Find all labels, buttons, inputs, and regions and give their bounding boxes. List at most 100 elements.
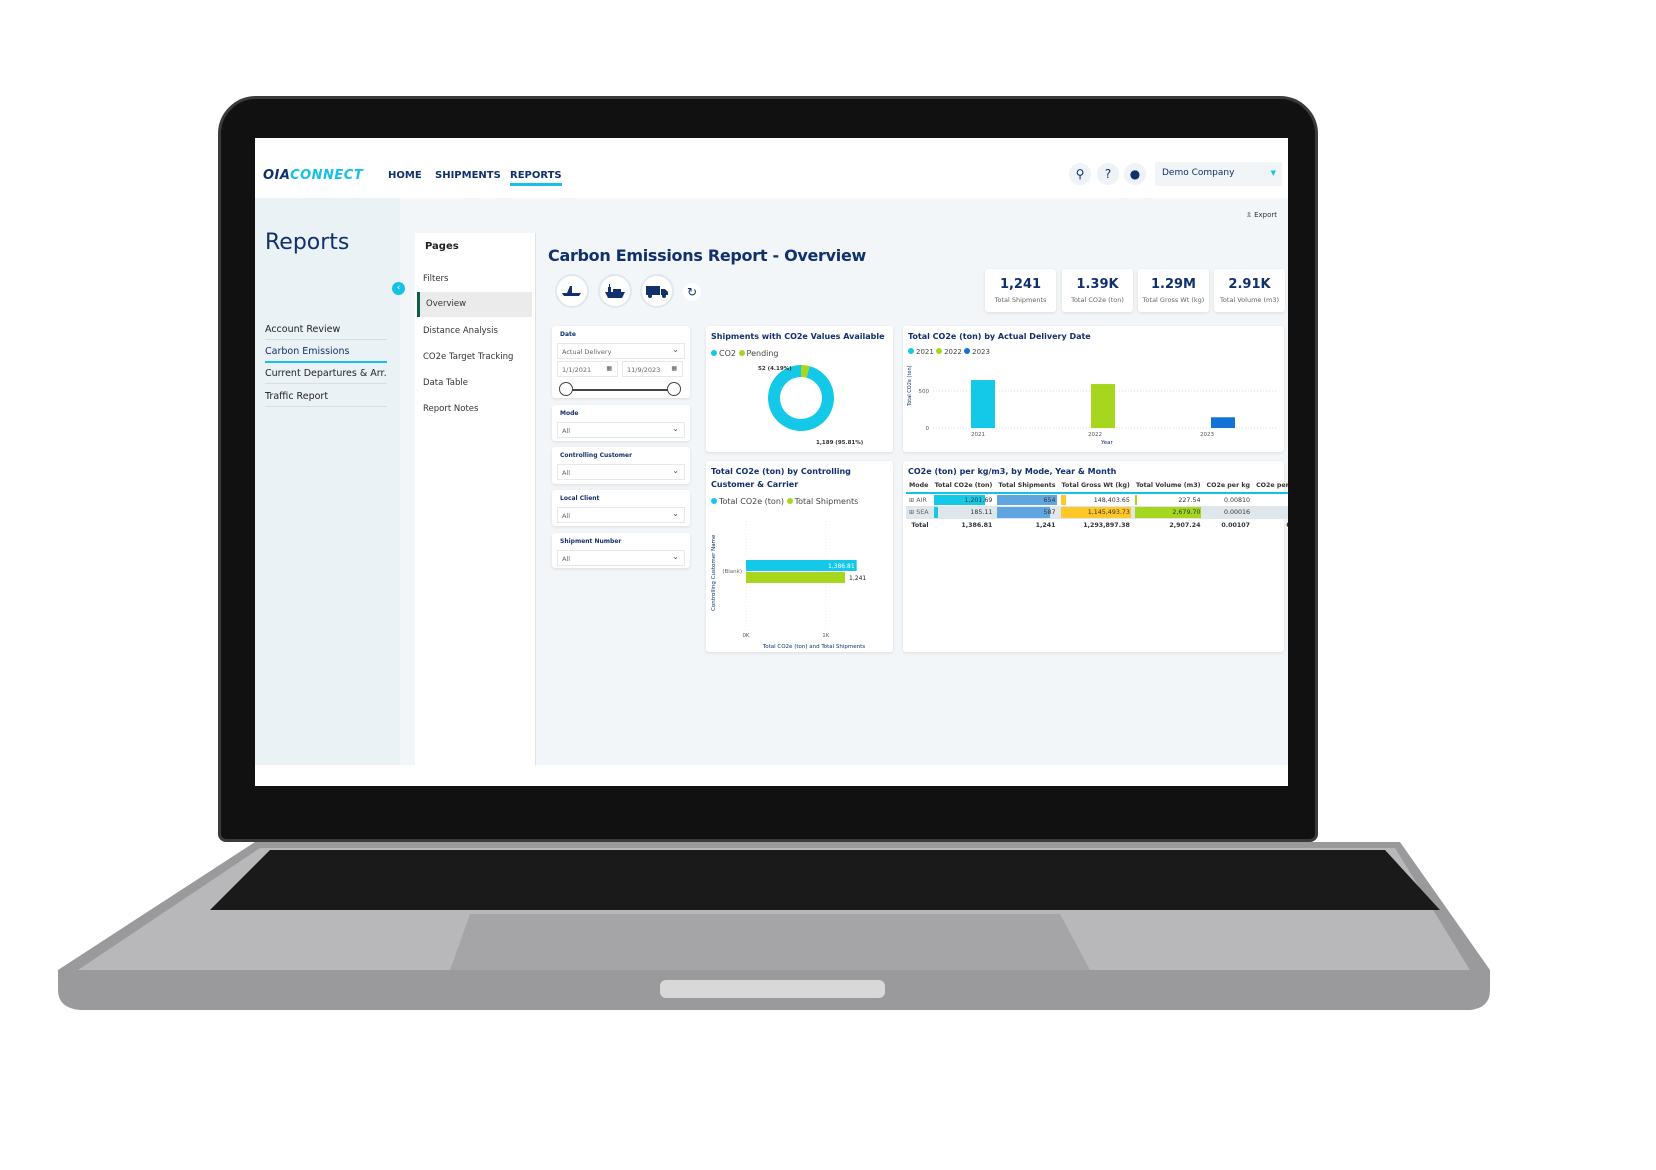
- data-bar: [1060, 507, 1131, 518]
- end-date-input[interactable]: 11/9/2023 ▦: [622, 361, 683, 377]
- help-icon[interactable]: ?: [1097, 163, 1119, 185]
- mode-filter-card: Mode All ⌄: [552, 405, 690, 441]
- page-title: Carbon Emissions Report - Overview: [548, 246, 866, 265]
- nav-home[interactable]: HOME: [388, 170, 422, 181]
- column-header: Mode: [906, 479, 932, 494]
- data-bar: [933, 495, 986, 505]
- legend-total-co2e: Total CO2e (ton): [719, 497, 785, 506]
- legend-dot: [711, 498, 717, 504]
- table-cell: 587: [995, 506, 1058, 519]
- client-filter-label: Local Client: [560, 495, 600, 502]
- page-data-table[interactable]: Data Table: [423, 378, 468, 388]
- total-cell: 1,293,897.38: [1083, 522, 1130, 529]
- table-cell: 0.00810: [1224, 496, 1251, 504]
- nav-reports[interactable]: REPORTS: [510, 170, 562, 186]
- legend-2023: 2023: [972, 348, 990, 356]
- app-screen: OIACONNECT HOME SHIPMENTS REPORTS ⚲ ? ● …: [255, 138, 1288, 786]
- expand-icon[interactable]: ⊞: [909, 496, 915, 504]
- search-icon[interactable]: ⚲: [1069, 163, 1091, 185]
- chevron-down-icon: ⌄: [672, 424, 679, 433]
- shipment-select[interactable]: All ⌄: [557, 550, 685, 566]
- export-button[interactable]: ⇫ Export: [1246, 211, 1277, 219]
- legend-pending: Pending: [746, 349, 779, 358]
- user-icon[interactable]: ●: [1124, 163, 1146, 185]
- logo[interactable]: OIACONNECT: [263, 168, 364, 183]
- expand-icon[interactable]: ⊞: [909, 509, 915, 516]
- mode-cell[interactable]: ⊞ SEA: [909, 509, 929, 516]
- donut-chart-card: Shipments with CO2e Values Available CO2…: [706, 326, 893, 452]
- shipment-filter-card: Shipment Number All ⌄: [552, 533, 690, 568]
- mode-air-button[interactable]: [555, 274, 589, 308]
- total-cell: 0.48: [1253, 519, 1288, 532]
- mode-truck-button[interactable]: [640, 274, 674, 308]
- mode-table: Mode Total CO2e (ton) Total Shipments Total…: [906, 479, 1288, 532]
- sidebar-item-traffic-report[interactable]: Traffic Report: [265, 391, 387, 407]
- page-overview[interactable]: Overview: [417, 292, 532, 317]
- refresh-icon[interactable]: ↻: [683, 283, 701, 301]
- data-label: 1,241: [849, 575, 866, 582]
- page-filters[interactable]: Filters: [423, 274, 449, 284]
- company-dropdown[interactable]: Demo Company ▼: [1155, 162, 1282, 186]
- data-label-pending: 52 (4.19%): [758, 366, 792, 372]
- bar-2022: [1091, 384, 1115, 428]
- slider-handle-start[interactable]: [559, 382, 573, 396]
- page-co2e-target-tracking[interactable]: CO2e Target Tracking: [423, 352, 514, 362]
- x-tick-label: 1K: [822, 633, 829, 639]
- page-report-notes[interactable]: Report Notes: [423, 404, 479, 414]
- y-tick-label: (Blank): [722, 569, 742, 575]
- data-bar: [1060, 495, 1067, 505]
- date-type-select[interactable]: Actual Delivery ⌄: [557, 343, 685, 359]
- mode-table-card: CO2e (ton) per kg/m3, by Mode, Year & Mo…: [903, 461, 1288, 652]
- chevron-down-icon: ⌄: [672, 509, 679, 518]
- y-axis-label: Controlling Customer Name: [711, 534, 717, 611]
- total-cell: 0.00107: [1221, 522, 1251, 529]
- kpi-total-shipments: 1,241 Total Shipments: [985, 269, 1056, 312]
- kpi-value: 1.39K: [1076, 277, 1119, 292]
- customer-select[interactable]: All ⌄: [557, 464, 685, 480]
- chevron-down-icon: ⌄: [672, 466, 679, 475]
- start-date-input[interactable]: 1/1/2021 ▦: [557, 361, 618, 377]
- table-cell: 1,145,493.73: [1059, 506, 1133, 519]
- table-cell: 2,679.70: [1133, 506, 1204, 519]
- client-select[interactable]: All ⌄: [557, 507, 685, 523]
- chart-title: Total CO2e (ton) by Actual Delivery Date: [908, 332, 1091, 341]
- sidebar-title: Reports: [265, 230, 350, 255]
- sidebar-item-account-review[interactable]: Account Review: [265, 324, 387, 340]
- date-slider-track[interactable]: [566, 389, 674, 391]
- kpi-total-volume: 2.91K Total Volume (m3): [1214, 269, 1285, 312]
- table-row[interactable]: ⊞ SEA 185.11 587 1,145,493.73 2,679.70 0.0001…: [906, 506, 1288, 519]
- column-header: Total CO2e (ton): [931, 479, 996, 494]
- kpi-total-gross-wt: 1.29M Total Gross Wt (kg): [1138, 269, 1209, 312]
- mode-select[interactable]: All ⌄: [557, 422, 685, 438]
- mode-value: All: [562, 427, 571, 435]
- shipment-value: All: [562, 555, 571, 563]
- donut-slice-co2: [768, 365, 834, 431]
- bar-2021: [971, 380, 995, 428]
- kpi-label: Total Gross Wt (kg): [1142, 296, 1205, 304]
- y-tick-label: 500: [919, 389, 930, 395]
- table-cell: 5.28: [1253, 493, 1289, 506]
- end-date-value: 11/9/2023: [627, 366, 661, 374]
- sidebar-item-current-departures[interactable]: Current Departures & Arr...: [265, 368, 387, 384]
- column-header: Total Volume (m3): [1132, 479, 1204, 494]
- legend-dot: [786, 498, 793, 504]
- page-distance-analysis[interactable]: Distance Analysis: [423, 326, 498, 336]
- collapse-chevron-icon[interactable]: ‹: [392, 282, 405, 295]
- chart-title: Total CO2e (ton) by Controlling Customer…: [711, 467, 851, 489]
- legend-dot: [711, 350, 717, 356]
- chevron-down-icon: ⌄: [672, 345, 679, 354]
- total-cell: 1,241: [1035, 522, 1056, 529]
- date-filter-card: Date Actual Delivery ⌄ 1/1/2021 ▦ 11/9/202…: [552, 326, 690, 398]
- mode-sea-button[interactable]: [598, 274, 632, 308]
- year-bar-chart-card: Total CO2e (ton) by Actual Delivery Date…: [903, 326, 1284, 452]
- table-cell: 0.07: [1253, 506, 1289, 519]
- slider-handle-end[interactable]: [667, 382, 681, 396]
- sidebar-item-carbon-emissions[interactable]: Carbon Emissions: [265, 346, 387, 363]
- mode-cell[interactable]: ⊞ AIR: [909, 496, 927, 504]
- export-label: Export: [1254, 211, 1278, 219]
- legend-dot: [936, 348, 943, 354]
- nav-shipments[interactable]: SHIPMENTS: [435, 170, 501, 181]
- total-cell: 2,907.24: [1169, 522, 1201, 529]
- legend-2021: 2021: [916, 348, 934, 356]
